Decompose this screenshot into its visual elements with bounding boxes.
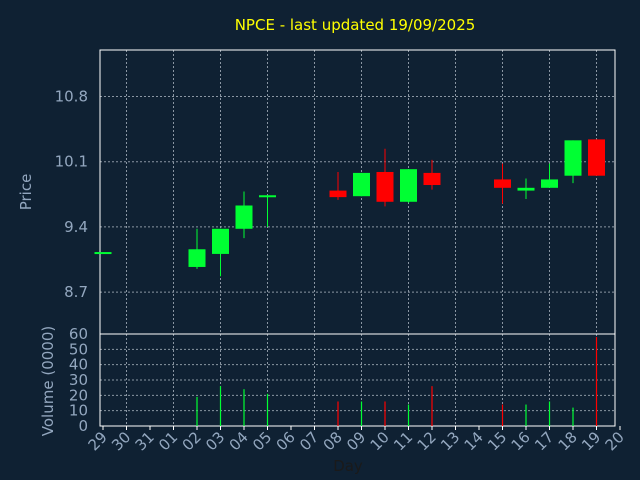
chart-title: NPCE - last updated 19/09/2025 xyxy=(235,16,476,34)
volume-panel-frame xyxy=(99,333,616,427)
candle-body xyxy=(423,172,441,186)
candle-body xyxy=(353,172,370,197)
candle-body xyxy=(94,252,112,255)
volume-axis-label: Volume (0000) xyxy=(39,326,57,436)
price-tick-labels: 8.7 9.4 10.1 10.8 xyxy=(55,88,88,302)
candle-body xyxy=(494,179,511,188)
volume-tick-label: 40 xyxy=(69,356,88,374)
volume-grid xyxy=(100,348,615,412)
candle-body xyxy=(376,171,394,202)
candle-body xyxy=(541,179,558,188)
candle-body xyxy=(564,140,582,176)
volume-tick-label: 10 xyxy=(69,402,88,420)
x-tick-labels: 2930310102030405060708091011121314151617… xyxy=(85,428,628,454)
volume-bar-series xyxy=(196,337,598,426)
volume-tick-label: 60 xyxy=(69,325,88,343)
volume-tick-label: 20 xyxy=(69,386,88,404)
candle-body xyxy=(588,139,605,176)
price-tick-label: 10.1 xyxy=(55,153,88,171)
price-tick-label: 8.7 xyxy=(64,283,88,301)
candle-body xyxy=(517,187,535,191)
volume-tick-label: 30 xyxy=(69,371,88,389)
x-axis-label: Day xyxy=(333,457,363,475)
volume-tick-label: 0 xyxy=(78,417,88,435)
price-tick-label: 10.8 xyxy=(55,88,88,106)
price-grid xyxy=(100,96,615,293)
candle-body xyxy=(188,249,206,267)
price-tick-label: 9.4 xyxy=(64,218,88,236)
volume-tick-label: 50 xyxy=(69,340,88,358)
candle-body xyxy=(212,228,229,254)
candle-body xyxy=(400,169,417,202)
candle-body xyxy=(329,190,347,198)
candle-body xyxy=(259,195,276,198)
candlestick-series xyxy=(94,139,605,277)
candle-body xyxy=(235,205,253,229)
price-axis-label: Price xyxy=(17,174,35,211)
